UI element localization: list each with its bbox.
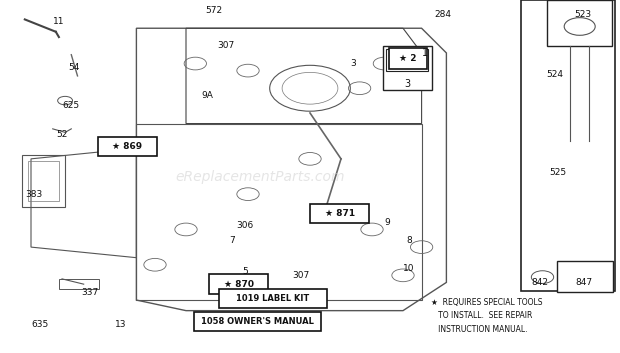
Text: 1019 LABEL KIT: 1019 LABEL KIT — [236, 294, 309, 303]
Text: ★  REQUIRES SPECIAL TOOLS
   TO INSTALL.  SEE REPAIR
   INSTRUCTION MANUAL.: ★ REQUIRES SPECIAL TOOLS TO INSTALL. SEE… — [431, 298, 542, 334]
Text: ★ 870: ★ 870 — [224, 280, 254, 289]
Bar — [521, 0, 615, 291]
Text: 1: 1 — [422, 48, 428, 58]
Text: ★ 2: ★ 2 — [399, 54, 417, 63]
Text: 54: 54 — [69, 62, 80, 72]
Text: 9: 9 — [384, 218, 391, 227]
Text: 11: 11 — [53, 17, 64, 26]
Text: 8: 8 — [406, 235, 412, 245]
Bar — [383, 46, 432, 90]
Text: 383: 383 — [25, 190, 43, 199]
Text: 10: 10 — [404, 264, 415, 273]
FancyBboxPatch shape — [219, 289, 327, 308]
Text: 284: 284 — [435, 10, 452, 19]
Bar — [136, 124, 422, 300]
Bar — [386, 49, 428, 71]
Text: 525: 525 — [549, 168, 567, 178]
Text: 842: 842 — [531, 278, 548, 287]
Text: ★ 869: ★ 869 — [112, 142, 142, 151]
Text: 7: 7 — [229, 235, 236, 245]
Text: 306: 306 — [236, 221, 254, 231]
Text: 635: 635 — [32, 320, 49, 329]
Bar — [22, 155, 65, 207]
Text: 52: 52 — [56, 130, 68, 139]
Text: 1058 OWNER'S MANUAL: 1058 OWNER'S MANUAL — [201, 317, 314, 326]
Text: 307: 307 — [292, 271, 309, 280]
Text: 3: 3 — [404, 79, 410, 89]
FancyBboxPatch shape — [389, 48, 427, 69]
FancyBboxPatch shape — [210, 275, 268, 294]
Bar — [557, 261, 613, 292]
Bar — [547, 0, 612, 46]
Text: 524: 524 — [546, 70, 564, 79]
Bar — [28, 161, 59, 201]
Text: 337: 337 — [81, 288, 99, 298]
Text: ★ 871: ★ 871 — [325, 209, 355, 218]
Bar — [59, 279, 99, 289]
FancyBboxPatch shape — [311, 204, 370, 223]
FancyBboxPatch shape — [193, 311, 321, 331]
Text: 3: 3 — [350, 59, 356, 68]
Text: 13: 13 — [115, 320, 126, 329]
Text: 9A: 9A — [202, 91, 214, 100]
Text: 625: 625 — [63, 101, 80, 110]
Text: 5: 5 — [242, 267, 248, 276]
FancyBboxPatch shape — [97, 137, 156, 156]
Text: 572: 572 — [205, 6, 223, 15]
Text: 523: 523 — [574, 10, 591, 19]
Text: eReplacementParts.com: eReplacementParts.com — [175, 169, 345, 184]
Text: 307: 307 — [218, 41, 235, 50]
Text: 847: 847 — [575, 278, 593, 287]
